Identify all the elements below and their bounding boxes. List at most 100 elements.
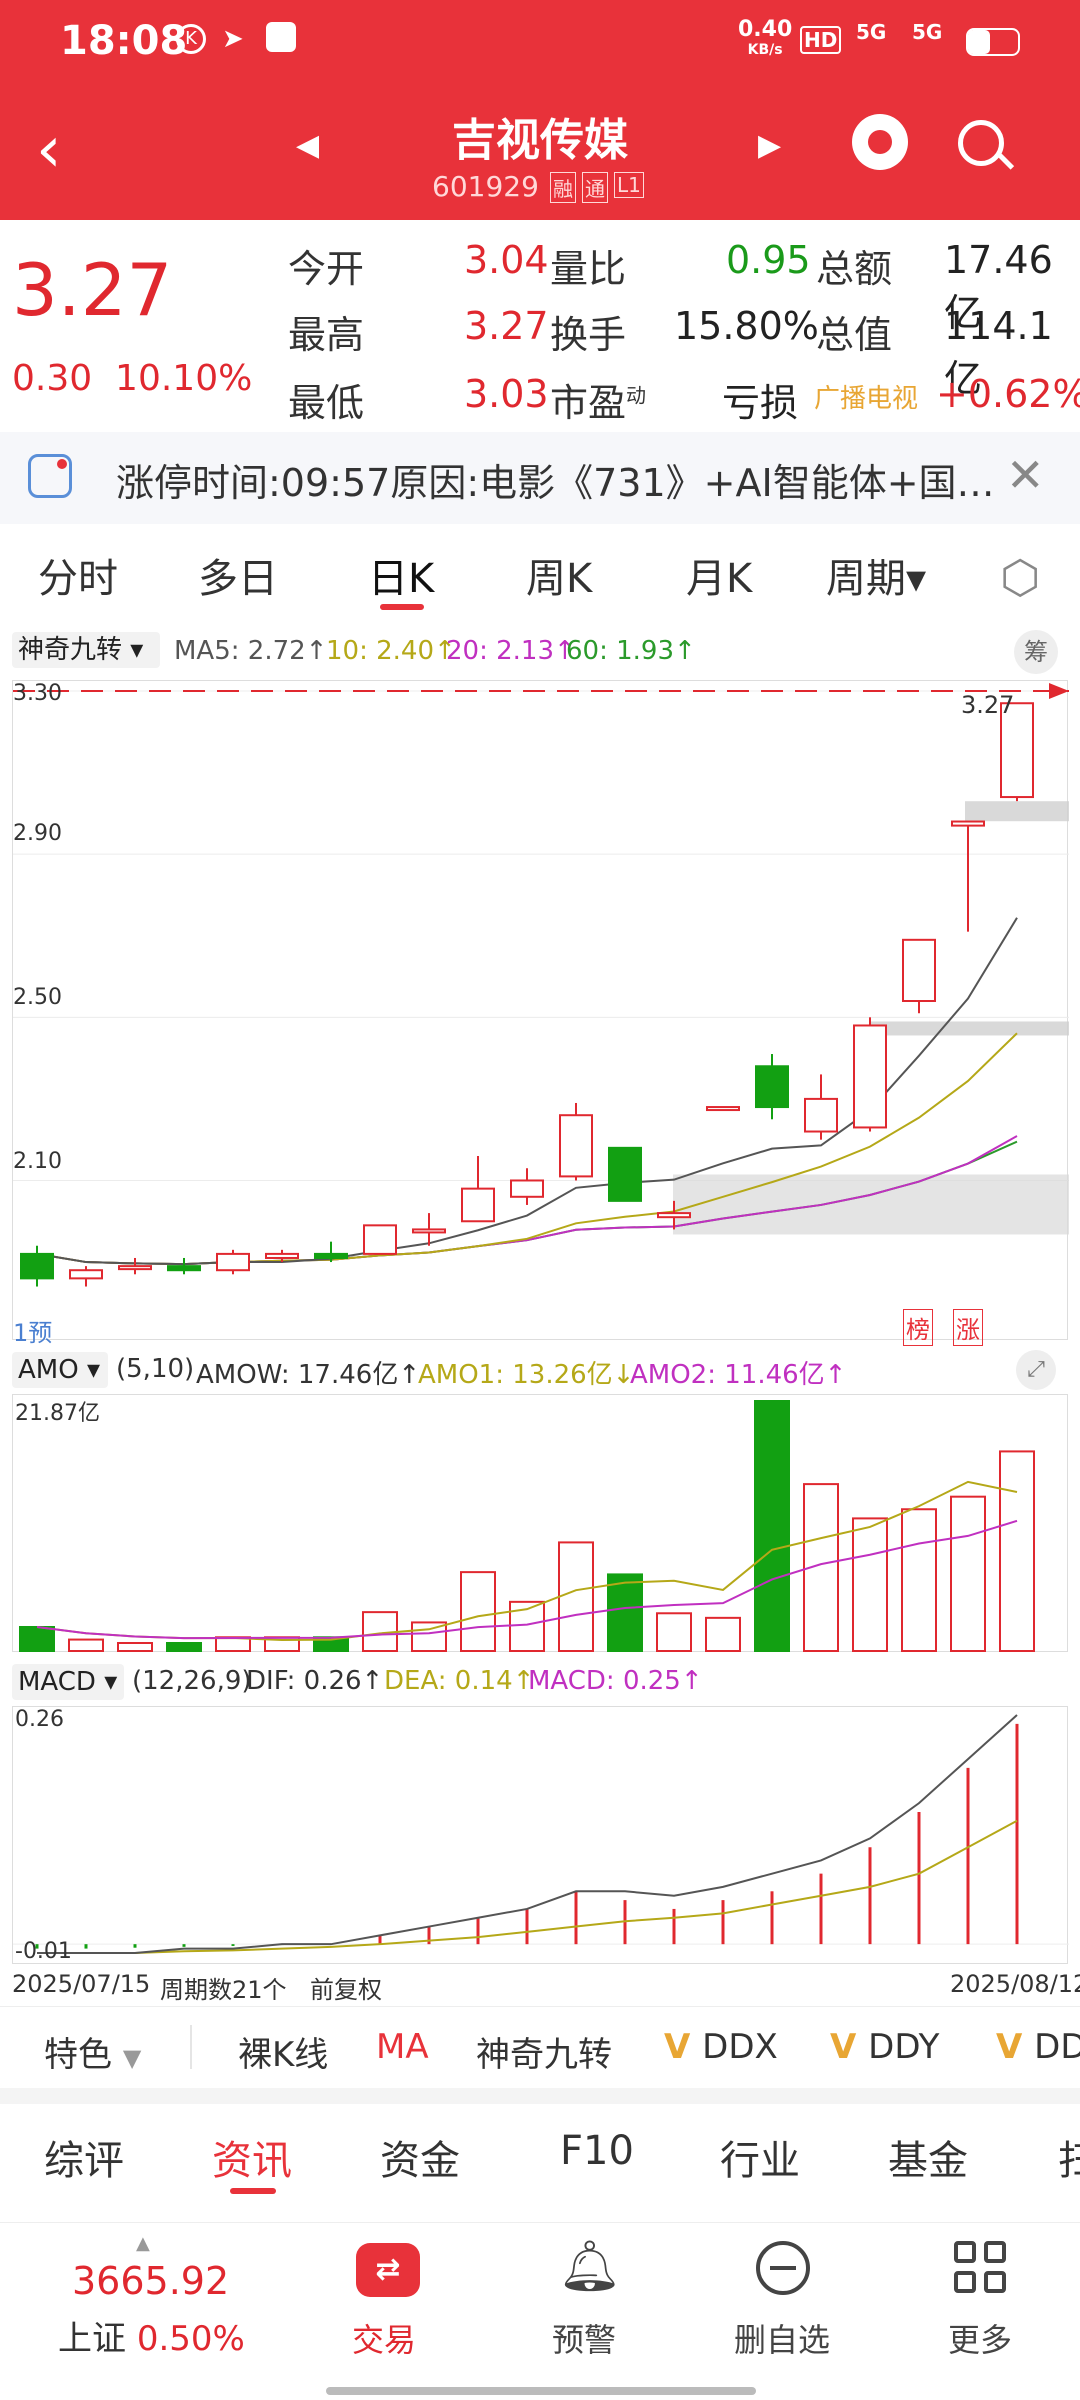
ma60-label: 60: 1.93↑	[566, 636, 696, 666]
mktcap-value: 114.1亿	[944, 304, 1053, 401]
badge-margin: 融	[550, 172, 576, 203]
more-grid-icon[interactable]	[954, 2241, 1006, 2293]
candle-body	[363, 1224, 397, 1255]
dea-label: DEA: 0.14↑	[384, 1666, 535, 1696]
more-label[interactable]: 更多	[948, 2321, 1013, 2359]
dif-line	[37, 1714, 1018, 1954]
alert-label[interactable]: 预警	[552, 2321, 617, 2359]
feature-ddx[interactable]: V DDX	[664, 2027, 778, 2067]
date-end: 2025/08/12	[950, 1970, 1080, 1998]
macd-dropdown[interactable]: MACD ▾	[12, 1664, 124, 1700]
tab-news[interactable]: 资讯	[212, 2138, 292, 2184]
adjust-mode[interactable]: 前复权	[310, 1976, 382, 2004]
amo-bar	[19, 1625, 55, 1652]
feature-naked-k[interactable]: 裸K线	[238, 2035, 329, 2075]
mktcap-label: 总值	[816, 313, 893, 357]
macd-chart[interactable]: 0.26 -0.01	[12, 1706, 1069, 1964]
trade-icon[interactable]: ⇄	[356, 2243, 420, 2297]
remove-watchlist-label[interactable]: 删自选	[734, 2321, 831, 2359]
amo-chart[interactable]: 21.87亿	[12, 1394, 1068, 1653]
tab-f10[interactable]: F10	[560, 2128, 634, 2174]
indicator-dropdown[interactable]: 神奇九转 ▾	[12, 632, 160, 668]
y-label-3: 2.50	[13, 985, 62, 1010]
sector-name[interactable]: 广播电视	[814, 384, 919, 414]
info-tabs: 综评 资讯 资金 F10 行业 基金 扫	[0, 2104, 1080, 2200]
macd-y-top: 0.26	[15, 1707, 64, 1732]
close-icon[interactable]: ✕	[1006, 448, 1045, 502]
index-value[interactable]: 3665.92	[72, 2259, 230, 2303]
period-tabs: 分时 多日 日K 周K 月K 周期▾ ⬡	[0, 524, 1080, 624]
limit-up-tag[interactable]: 涨	[953, 1309, 983, 1346]
turnover-label: 换手	[550, 313, 627, 357]
tab-weekly-k[interactable]: 周K	[526, 556, 593, 602]
tab-more-scan[interactable]: 扫	[1058, 2138, 1080, 2184]
tab-industry[interactable]: 行业	[720, 2138, 800, 2184]
settings-hex-icon[interactable]: ⬡	[1000, 550, 1041, 604]
notice-text: 涨停时间:09:57原因:电影《731》+AI智能体+国…	[116, 461, 995, 505]
macd-y-bottom: -0.01	[15, 1939, 72, 1964]
amo-dropdown[interactable]: AMO ▾	[12, 1352, 108, 1388]
candle-body	[69, 1269, 103, 1280]
feature-ma[interactable]: MA	[376, 2027, 429, 2067]
feature-ddy[interactable]: V DDY	[830, 2027, 940, 2067]
limit-up-marker	[1049, 683, 1069, 699]
kline-chart[interactable]: 3.30 2.90 2.50 2.10 3.27 1预 榜 涨	[12, 680, 1069, 1347]
feature-ddz[interactable]: V DD	[996, 2027, 1080, 2067]
feature-dropdown[interactable]: 特色 ▼	[44, 2035, 142, 2075]
y-label-4: 2.10	[13, 1149, 62, 1174]
tab-monthly-k[interactable]: 月K	[686, 556, 753, 602]
k-app-icon: K	[176, 24, 206, 54]
index-expand-icon[interactable]: ▲	[136, 2233, 150, 2254]
next-stock-icon[interactable]: ▶	[758, 128, 782, 163]
y-label-2: 2.90	[13, 821, 62, 846]
feature-magic-nine[interactable]: 神奇九转	[476, 2035, 612, 2075]
amo-bar	[558, 1541, 594, 1652]
search-icon[interactable]	[958, 120, 1015, 170]
dif-label: DIF: 0.26↑	[246, 1666, 384, 1696]
resistance-zone-1	[869, 1021, 1069, 1036]
kline-svg	[13, 683, 1069, 1287]
feature-bar: 特色 ▼ 裸K线 MA 神奇九转 V DDX V DDY V DD	[0, 2006, 1080, 2088]
amo-bar	[999, 1450, 1035, 1652]
amo-bar	[803, 1483, 839, 1652]
sector-change: +0.62%	[936, 372, 1080, 416]
tab-overview[interactable]: 综评	[44, 2138, 124, 2184]
resistance-zone-2	[965, 801, 1069, 822]
ma5-label: MA5: 2.72↑	[174, 636, 328, 666]
chip-distribution-button[interactable]: 筹	[1014, 630, 1058, 674]
prev-stock-icon[interactable]: ◀	[296, 128, 320, 163]
news-tab-indicator	[230, 2188, 276, 2194]
tab-fund[interactable]: 基金	[888, 2138, 968, 2184]
last-price: 3.27	[12, 248, 173, 332]
limit-up-notice[interactable]: 涨停时间:09:57原因:电影《731》+AI智能体+国… ✕	[0, 432, 1080, 524]
open-label: 今开	[288, 247, 365, 291]
badge-level: L1	[614, 172, 644, 198]
candle-body	[755, 1065, 789, 1109]
candle-body	[412, 1228, 446, 1234]
amo-bar	[117, 1641, 153, 1652]
amo2-line	[36, 1519, 1018, 1640]
amo1-label: AMO1: 13.26亿↓	[418, 1360, 635, 1390]
back-icon[interactable]: ‹	[36, 113, 62, 187]
tab-period-dropdown[interactable]: 周期▾	[826, 556, 927, 602]
assistant-mascot-icon[interactable]	[852, 114, 908, 170]
macd-value-label: MACD: 0.25↑	[528, 1666, 703, 1696]
tab-daily-k[interactable]: 日K	[368, 556, 435, 602]
amo-bar	[68, 1638, 104, 1653]
home-indicator	[326, 2387, 756, 2395]
low-label: 最低	[288, 381, 365, 425]
amo2-label: AMO2: 11.46亿↑	[630, 1360, 847, 1390]
tab-intraday[interactable]: 分时	[38, 556, 118, 602]
dea-line	[37, 1819, 1018, 1954]
index-summary[interactable]: 上证 0.50%	[58, 2319, 245, 2359]
remove-watchlist-icon[interactable]	[756, 2241, 810, 2295]
rank-tag[interactable]: 榜	[903, 1309, 933, 1346]
vol-ratio-label: 量比	[550, 247, 627, 291]
tab-multi-day[interactable]: 多日	[198, 556, 278, 602]
amount-value: 17.46亿	[944, 238, 1053, 335]
bell-alert-icon[interactable]: 🔔︎	[558, 2237, 622, 2295]
trade-label[interactable]: 交易	[352, 2321, 417, 2359]
pe-value: 亏损	[722, 381, 799, 425]
tab-capital[interactable]: 资金	[380, 2138, 460, 2184]
expand-icon[interactable]: ⤢	[1016, 1350, 1056, 1390]
